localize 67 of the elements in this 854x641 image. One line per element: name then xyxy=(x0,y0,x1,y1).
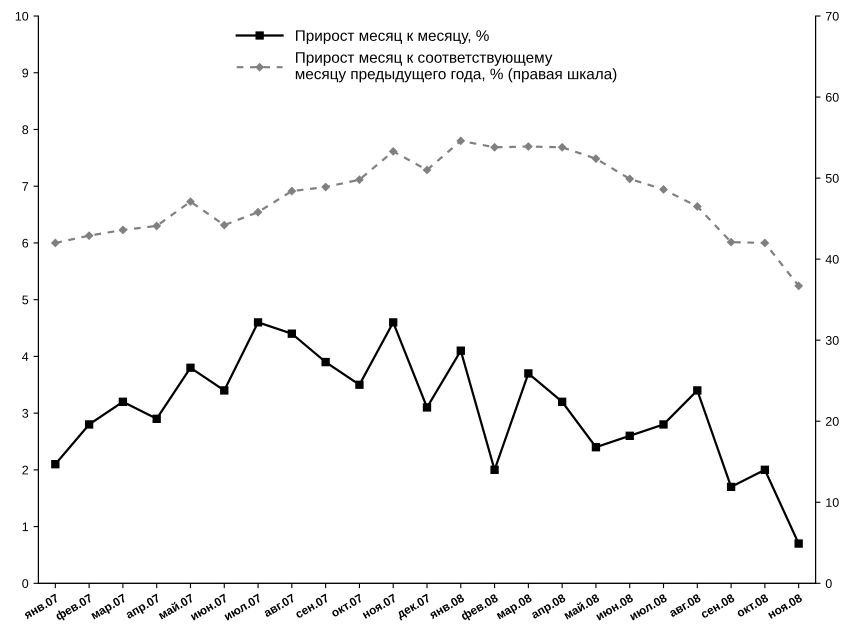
point xyxy=(51,238,60,248)
legend-label: Прирост месяц к соответствующему месяцу предыдущего года, % (правая шкала) xyxy=(296,52,616,82)
point xyxy=(186,364,195,372)
y-tick-label: 2 xyxy=(22,466,28,474)
point xyxy=(220,220,228,230)
point xyxy=(659,185,668,194)
point xyxy=(726,238,736,246)
point xyxy=(84,420,94,429)
point xyxy=(84,232,94,240)
point xyxy=(456,136,465,145)
point xyxy=(693,386,702,395)
point xyxy=(490,143,499,152)
point xyxy=(659,420,668,429)
y-tick-label: 8 xyxy=(22,125,28,134)
point xyxy=(288,186,296,196)
y-tick-label: 9 xyxy=(22,68,28,78)
y2-tick-label: 10 xyxy=(826,498,839,507)
point xyxy=(186,197,195,206)
point xyxy=(592,442,600,452)
point xyxy=(355,380,364,389)
y2-tick-label: 50 xyxy=(826,174,839,183)
y2-tick-label: 0 xyxy=(826,579,832,588)
point xyxy=(592,154,600,163)
point xyxy=(626,432,634,440)
point xyxy=(760,466,770,474)
point xyxy=(558,143,566,152)
point xyxy=(456,346,465,355)
point xyxy=(322,182,330,192)
point xyxy=(254,318,262,327)
point xyxy=(118,226,128,234)
y2-tick-label: 70 xyxy=(826,12,839,21)
y-tick-label: 5 xyxy=(22,296,28,304)
point xyxy=(626,174,634,184)
point xyxy=(254,208,262,216)
y-tick-label: 10 xyxy=(16,12,28,21)
legend-label: Прирост месяц к месяцу, % xyxy=(296,30,489,44)
point xyxy=(355,176,364,184)
point xyxy=(794,282,803,290)
y2-tick-label: 30 xyxy=(826,336,839,345)
point xyxy=(389,147,398,156)
point xyxy=(288,330,296,338)
y-tick-label: 0 xyxy=(22,579,28,588)
y-tick-label: 1 xyxy=(22,522,28,532)
y2-tick-label: 20 xyxy=(826,417,839,426)
point xyxy=(152,414,161,423)
y2-tick-label: 40 xyxy=(826,254,839,264)
y-tick-label: 3 xyxy=(22,408,28,418)
point xyxy=(760,238,770,248)
y-tick-label: 6 xyxy=(22,238,28,248)
point xyxy=(321,358,330,366)
y-tick-label: 4 xyxy=(22,352,28,361)
point xyxy=(152,222,161,230)
point xyxy=(220,386,228,395)
point xyxy=(422,166,432,174)
point xyxy=(794,539,803,548)
point xyxy=(389,318,398,327)
y-tick-label: 7 xyxy=(22,182,28,191)
point xyxy=(422,403,432,412)
point xyxy=(490,466,499,474)
point xyxy=(726,482,736,492)
y2-tick-label: 60 xyxy=(826,92,839,102)
point xyxy=(51,460,60,468)
point xyxy=(524,369,533,378)
point xyxy=(693,202,702,211)
point xyxy=(524,142,532,151)
point xyxy=(118,398,128,406)
point xyxy=(558,398,566,406)
